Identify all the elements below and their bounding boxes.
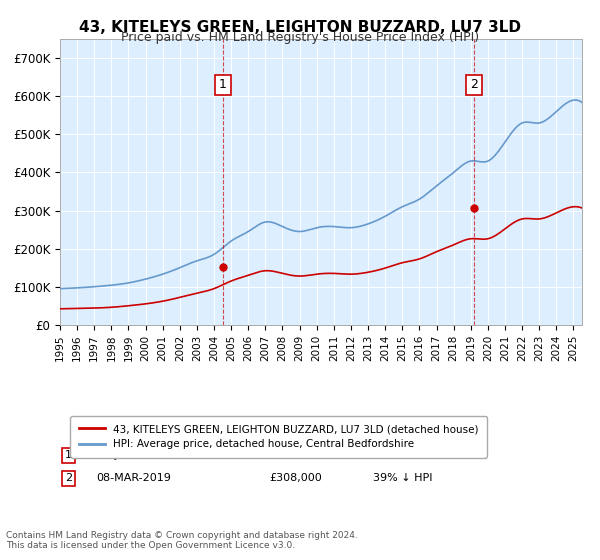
Text: 1: 1 [65, 450, 72, 460]
Text: £308,000: £308,000 [269, 473, 322, 483]
Text: 46% ↓ HPI: 46% ↓ HPI [373, 450, 433, 460]
Legend: 43, KITELEYS GREEN, LEIGHTON BUZZARD, LU7 3LD (detached house), HPI: Average pri: 43, KITELEYS GREEN, LEIGHTON BUZZARD, LU… [70, 416, 487, 458]
Text: 43, KITELEYS GREEN, LEIGHTON BUZZARD, LU7 3LD: 43, KITELEYS GREEN, LEIGHTON BUZZARD, LU… [79, 20, 521, 35]
Text: 2: 2 [470, 78, 478, 91]
Text: Contains HM Land Registry data © Crown copyright and database right 2024.
This d: Contains HM Land Registry data © Crown c… [6, 530, 358, 550]
Text: 1: 1 [219, 78, 227, 91]
Text: £151,000: £151,000 [269, 450, 322, 460]
Text: 39% ↓ HPI: 39% ↓ HPI [373, 473, 433, 483]
Text: 09-JUL-2004: 09-JUL-2004 [97, 450, 165, 460]
Text: Price paid vs. HM Land Registry's House Price Index (HPI): Price paid vs. HM Land Registry's House … [121, 31, 479, 44]
Text: 2: 2 [65, 473, 73, 483]
Text: 08-MAR-2019: 08-MAR-2019 [97, 473, 172, 483]
